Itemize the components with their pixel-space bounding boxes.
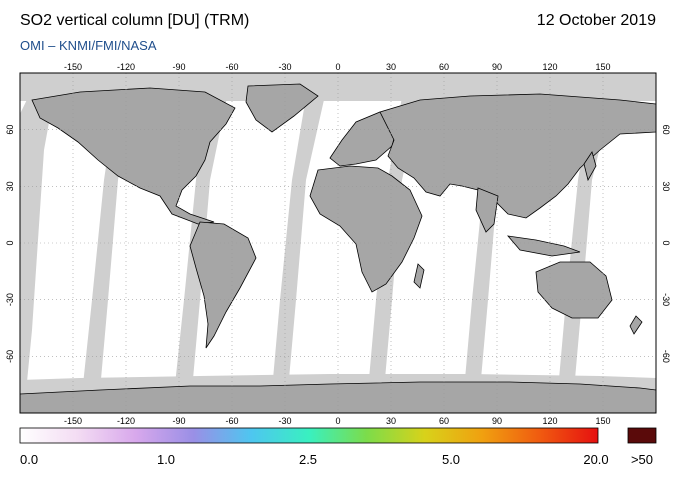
lat-tick-label: 30 — [661, 181, 671, 191]
colorbar-label-3: 5.0 — [441, 452, 461, 467]
lon-tick-label: 0 — [335, 62, 340, 72]
lon-tick-label: -90 — [172, 62, 185, 72]
lon-tick-label: -90 — [172, 416, 185, 426]
lon-tick-label: 60 — [439, 62, 449, 72]
lat-tick-label: -30 — [5, 293, 15, 306]
colorbar — [19, 427, 599, 444]
map-date: 12 October 2019 — [536, 12, 656, 29]
lon-tick-label: 0 — [335, 416, 340, 426]
land-asia — [379, 93, 656, 219]
land-australia — [535, 261, 613, 319]
lat-tick-label: -60 — [5, 350, 15, 363]
lon-tick-label: 30 — [386, 416, 396, 426]
latitude-ticks-left: 60 30 0 -30 -60 — [5, 125, 15, 363]
lon-tick-label: -150 — [64, 62, 82, 72]
lon-tick-label: 30 — [386, 62, 396, 72]
lon-tick-label: 150 — [595, 62, 610, 72]
graticule — [20, 73, 656, 413]
lat-tick-label: 60 — [661, 125, 671, 135]
lon-tick-label: -120 — [117, 416, 135, 426]
lon-tick-label: -30 — [278, 416, 291, 426]
map-frame — [19, 72, 657, 414]
lon-tick-label: 90 — [492, 62, 502, 72]
lon-tick-label: 60 — [439, 416, 449, 426]
lat-tick-label: -30 — [661, 293, 671, 306]
longitude-ticks-top: -150 -120 -90 -60 -30 0 30 60 90 120 150 — [64, 62, 611, 72]
land-india — [475, 187, 499, 233]
lon-tick-label: 90 — [492, 416, 502, 426]
data-credit: OMI – KNMI/FMI/NASA — [20, 38, 157, 53]
colorbar-label-2: 2.5 — [298, 452, 318, 467]
map-title: SO2 vertical column [DU] (TRM) — [20, 12, 250, 29]
land-south-america — [189, 221, 257, 349]
land-japan — [583, 151, 597, 182]
lon-tick-label: 150 — [595, 416, 610, 426]
lat-tick-label: 0 — [661, 240, 671, 245]
land-greenland — [245, 83, 319, 133]
land-indonesia — [507, 235, 581, 257]
lat-tick-label: -60 — [661, 350, 671, 363]
land-north-america — [31, 87, 236, 225]
lat-tick-label: 0 — [5, 240, 15, 245]
colorbar-overflow-label: >50 — [630, 452, 654, 467]
lon-tick-label: 120 — [542, 62, 557, 72]
colorbar-label-1: 1.0 — [156, 452, 176, 467]
lat-tick-label: 60 — [5, 125, 15, 135]
lon-tick-label: -120 — [117, 62, 135, 72]
lat-tick-label: 30 — [5, 181, 15, 191]
colorbar-label-4: 20.0 — [583, 452, 609, 467]
lon-tick-label: -60 — [225, 62, 238, 72]
land-madagascar — [413, 263, 425, 289]
lon-tick-label: -60 — [225, 416, 238, 426]
lon-tick-label: -150 — [64, 416, 82, 426]
latitude-ticks-right: 60 30 0 -30 -60 — [661, 125, 671, 363]
lon-tick-label: -30 — [278, 62, 291, 72]
lon-tick-label: 120 — [542, 416, 557, 426]
land-new-zealand — [629, 315, 643, 335]
longitude-ticks-bottom: -150 -120 -90 -60 -30 0 30 60 90 120 150 — [64, 416, 611, 426]
colorbar-overflow-swatch — [627, 427, 657, 444]
colorbar-label-0: 0.0 — [20, 452, 39, 467]
